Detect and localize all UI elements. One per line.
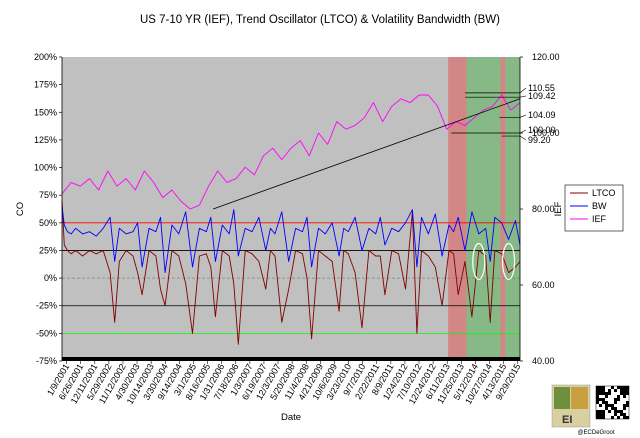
credit-text: @ECDeGroot bbox=[577, 430, 614, 436]
trendline bbox=[213, 98, 521, 210]
y-left-tick-label: 175% bbox=[34, 80, 57, 90]
y-left-tick-label: 200% bbox=[34, 52, 57, 62]
y-left-tick-label: -75% bbox=[36, 356, 57, 366]
level-leader-0 bbox=[519, 87, 527, 94]
y-left-tick-label: 100% bbox=[34, 163, 57, 173]
level-annotation-4: 99.20 bbox=[528, 135, 551, 145]
plot-area bbox=[62, 57, 520, 361]
shaded-region-0 bbox=[448, 57, 467, 361]
series-line-ief bbox=[61, 94, 521, 210]
y-left-tick-label: -25% bbox=[36, 301, 57, 311]
y-axis-left-label: CO bbox=[15, 202, 26, 216]
svg-text:EI: EI bbox=[562, 414, 572, 426]
y-left-tick-label: 0% bbox=[44, 273, 57, 283]
level-leader-4 bbox=[519, 135, 527, 141]
shaded-region-3 bbox=[505, 57, 520, 361]
y-left-tick-label: 125% bbox=[34, 135, 57, 145]
level-leader-3 bbox=[519, 129, 527, 134]
y-left-tick-label: 50% bbox=[39, 218, 57, 228]
y-right-tick-label: 100.00 bbox=[532, 128, 560, 138]
level-annotation-1: 109.42 bbox=[528, 91, 556, 101]
legend-label: BW bbox=[592, 201, 607, 211]
level-annotation-0: 110.55 bbox=[528, 83, 555, 93]
plot-bottom-bar bbox=[62, 357, 520, 361]
x-axis: 1/9/20016/26/200112/11/20015/29/200211/1… bbox=[45, 361, 522, 406]
level-leader-2 bbox=[519, 114, 527, 118]
y-axis-right-label: IEF bbox=[553, 201, 564, 216]
chart-title: US 7-10 YR (IEF), Trend Oscillator (LTCO… bbox=[140, 14, 500, 26]
x-axis-label: Date bbox=[281, 412, 301, 423]
level-leader-1 bbox=[519, 95, 527, 98]
y-left-tick-label: 25% bbox=[39, 245, 57, 255]
y-right-tick-label: 80.00 bbox=[532, 204, 555, 214]
y-left-tick-label: 150% bbox=[34, 107, 57, 117]
series-line-bw bbox=[61, 206, 521, 274]
y-axis-right: 120.00 100.00 80.00 60.00 40.00 bbox=[519, 52, 560, 366]
shaded-region-2 bbox=[500, 57, 506, 361]
legend: LTCO BW IEF bbox=[564, 184, 624, 232]
series-line-ltco bbox=[61, 200, 521, 345]
highlight-ellipse-0 bbox=[472, 242, 486, 281]
y-right-tick-label: 120.00 bbox=[532, 52, 560, 62]
qr-code-icon bbox=[595, 385, 630, 420]
y-left-tick-label: -50% bbox=[36, 328, 57, 338]
level-annotation-3: 100.00 bbox=[528, 125, 556, 135]
y-axis-left: 200% 175% 150% 125% 100% 75% 50% 25% 0% -25% -50% -… bbox=[34, 52, 63, 366]
legend-label: LTCO bbox=[592, 188, 615, 198]
y-right-tick-label: 60.00 bbox=[532, 280, 555, 290]
level-annotation-2: 104.09 bbox=[528, 110, 556, 120]
highlight-ellipse-1 bbox=[501, 242, 516, 281]
y-left-tick-label: 75% bbox=[39, 190, 57, 200]
y-right-tick-label: 40.00 bbox=[532, 356, 555, 366]
logo-badge: EI bbox=[551, 384, 591, 428]
series-lines bbox=[61, 94, 521, 345]
legend-label: IEF bbox=[592, 214, 607, 224]
